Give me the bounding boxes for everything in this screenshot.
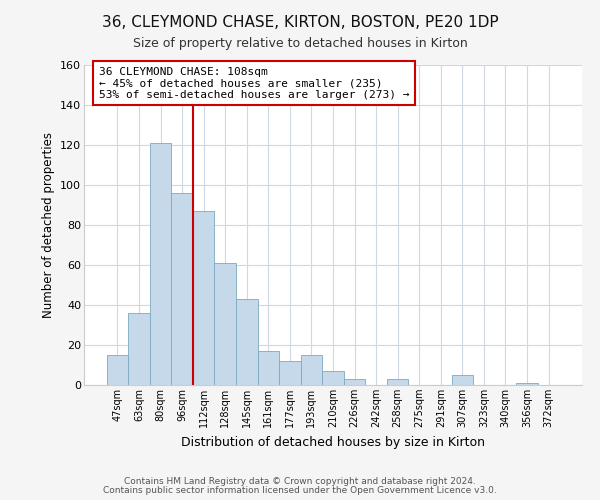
Bar bbox=[150, 143, 172, 385]
Bar bbox=[214, 263, 236, 385]
Bar bbox=[236, 299, 257, 385]
Bar bbox=[172, 193, 193, 385]
Text: Size of property relative to detached houses in Kirton: Size of property relative to detached ho… bbox=[133, 38, 467, 51]
Text: 36, CLEYMOND CHASE, KIRTON, BOSTON, PE20 1DP: 36, CLEYMOND CHASE, KIRTON, BOSTON, PE20… bbox=[101, 15, 499, 30]
Bar bbox=[107, 355, 128, 385]
Text: 36 CLEYMOND CHASE: 108sqm
← 45% of detached houses are smaller (235)
53% of semi: 36 CLEYMOND CHASE: 108sqm ← 45% of detac… bbox=[99, 66, 409, 100]
Text: Contains public sector information licensed under the Open Government Licence v3: Contains public sector information licen… bbox=[103, 486, 497, 495]
Bar bbox=[516, 383, 538, 385]
Bar bbox=[344, 379, 365, 385]
Y-axis label: Number of detached properties: Number of detached properties bbox=[41, 132, 55, 318]
Bar bbox=[322, 371, 344, 385]
Bar bbox=[387, 379, 409, 385]
Bar bbox=[279, 361, 301, 385]
X-axis label: Distribution of detached houses by size in Kirton: Distribution of detached houses by size … bbox=[181, 436, 485, 448]
Bar bbox=[193, 211, 214, 385]
Bar bbox=[301, 355, 322, 385]
Bar bbox=[128, 313, 150, 385]
Bar bbox=[452, 375, 473, 385]
Text: Contains HM Land Registry data © Crown copyright and database right 2024.: Contains HM Land Registry data © Crown c… bbox=[124, 477, 476, 486]
Bar bbox=[257, 351, 279, 385]
